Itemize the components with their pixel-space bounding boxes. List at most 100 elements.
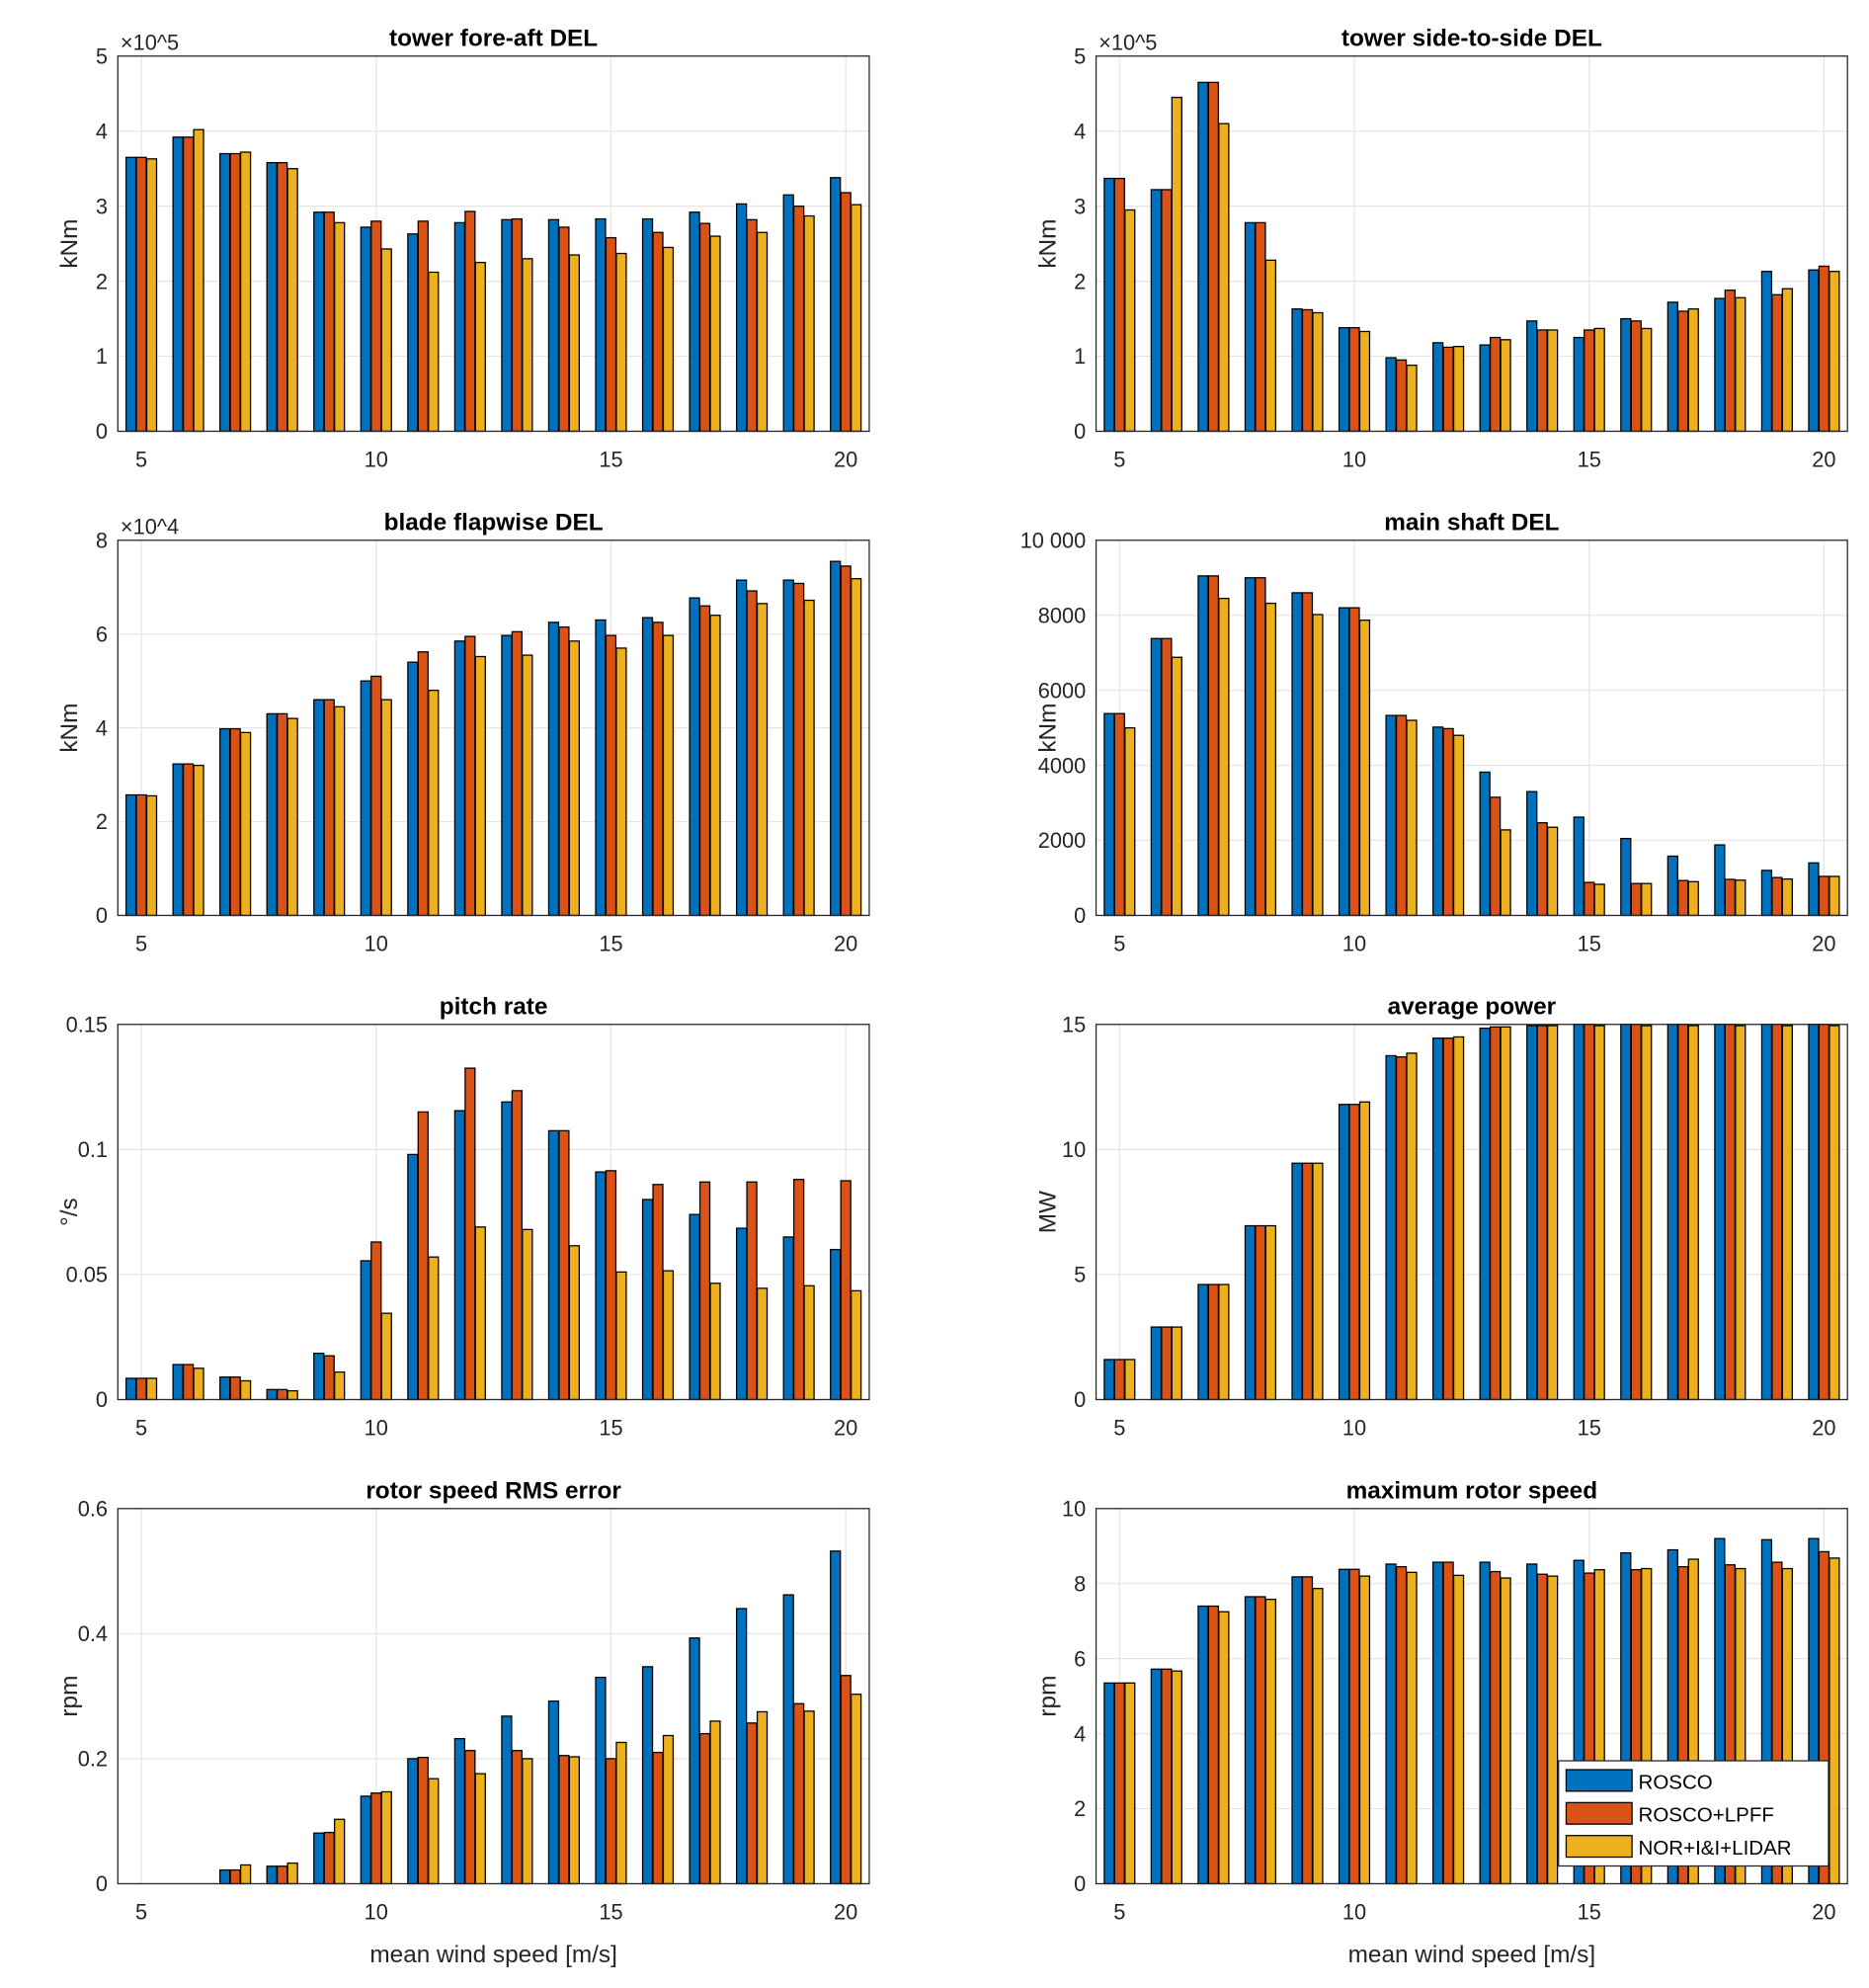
bar	[1593, 883, 1605, 917]
bar	[1218, 1611, 1230, 1885]
bar	[1771, 1024, 1783, 1401]
bar	[709, 615, 721, 917]
bar	[1584, 881, 1595, 917]
bar	[360, 226, 371, 433]
bar	[1385, 357, 1397, 433]
bar	[662, 246, 675, 433]
bar	[746, 1181, 758, 1401]
bar	[407, 661, 419, 917]
bar	[830, 560, 842, 917]
bar	[1714, 844, 1726, 917]
x-tick-label: 20	[834, 447, 857, 471]
bar	[595, 217, 607, 433]
x-tick-label: 5	[135, 1899, 147, 1924]
bar	[1442, 1561, 1454, 1885]
bar	[1771, 293, 1783, 433]
bar	[850, 578, 862, 917]
bar	[1452, 734, 1465, 917]
bar	[277, 1388, 288, 1401]
bar	[1113, 177, 1125, 433]
bar	[735, 579, 748, 917]
bar	[1630, 882, 1642, 917]
bar	[407, 1758, 419, 1885]
bar	[698, 605, 711, 917]
bar	[145, 794, 158, 917]
chart-panel: 5 10 15 20 0 0.05 0.1 0.15 pitch rate °/s	[56, 994, 870, 1440]
y-tick-label: 0.1	[78, 1137, 108, 1162]
bar	[1301, 1576, 1314, 1885]
bar	[360, 680, 371, 917]
bar	[689, 1637, 700, 1885]
x-tick-label: 20	[1812, 1899, 1835, 1924]
bar	[1781, 878, 1793, 917]
bar	[803, 214, 815, 433]
bar	[124, 156, 137, 433]
bar	[1218, 597, 1230, 917]
bar	[1103, 1682, 1115, 1885]
chart-title: tower side-to-side DEL	[1341, 26, 1602, 52]
bar	[605, 1170, 617, 1401]
bar	[1526, 1025, 1538, 1401]
bar	[782, 579, 794, 917]
bar	[370, 675, 382, 917]
bar	[1171, 656, 1182, 917]
bar	[547, 1129, 560, 1401]
bar	[453, 640, 466, 917]
bar	[698, 1181, 711, 1401]
bar	[615, 1271, 627, 1401]
bar	[219, 1868, 231, 1885]
bar	[380, 1312, 392, 1401]
bar	[1113, 1359, 1125, 1401]
bar	[756, 1287, 769, 1401]
y-tick-label: 0	[1074, 903, 1086, 928]
bar	[1395, 1056, 1408, 1401]
bar	[1124, 1682, 1136, 1885]
bar	[662, 1270, 675, 1401]
bar	[1385, 714, 1397, 917]
bar	[219, 1376, 231, 1401]
bar	[1113, 712, 1125, 917]
bar	[1218, 123, 1230, 433]
bar	[1291, 592, 1303, 917]
bar	[1255, 221, 1266, 433]
bar	[709, 1283, 721, 1401]
bar	[1828, 271, 1840, 433]
bar	[370, 1241, 382, 1401]
x-tick-label: 5	[135, 931, 147, 955]
bar	[464, 1750, 476, 1885]
bar	[323, 211, 335, 433]
bar	[1197, 81, 1209, 433]
bar	[182, 136, 195, 433]
bar	[1161, 189, 1173, 433]
chart-title: main shaft DEL	[1384, 510, 1559, 537]
bar	[1161, 1326, 1173, 1401]
bar	[1103, 177, 1115, 433]
bar	[360, 1795, 371, 1885]
bar	[1207, 1284, 1220, 1401]
bar	[1593, 327, 1605, 433]
bar	[474, 261, 486, 433]
bar	[547, 621, 560, 917]
bar	[558, 226, 570, 433]
bar	[1828, 1557, 1840, 1885]
bar	[1197, 575, 1209, 917]
bar	[193, 128, 204, 433]
x-tick-label: 5	[135, 1415, 147, 1440]
legend-swatch	[1565, 1835, 1633, 1859]
bar	[1490, 1026, 1502, 1401]
bar	[1348, 1104, 1360, 1401]
bar	[511, 1750, 524, 1885]
bar	[1338, 1568, 1350, 1885]
y-tick-label: 3	[1074, 194, 1086, 218]
y-exponent-label: ×10^5	[1098, 30, 1157, 54]
bar	[1584, 329, 1595, 433]
bar	[334, 1370, 346, 1401]
bar	[1338, 1104, 1350, 1401]
bar	[803, 599, 815, 917]
bar	[1244, 221, 1257, 433]
bar	[266, 712, 278, 917]
bar	[662, 634, 675, 917]
y-tick-label: 0	[1074, 1871, 1086, 1896]
bar	[1358, 330, 1371, 433]
bar	[547, 1700, 560, 1885]
